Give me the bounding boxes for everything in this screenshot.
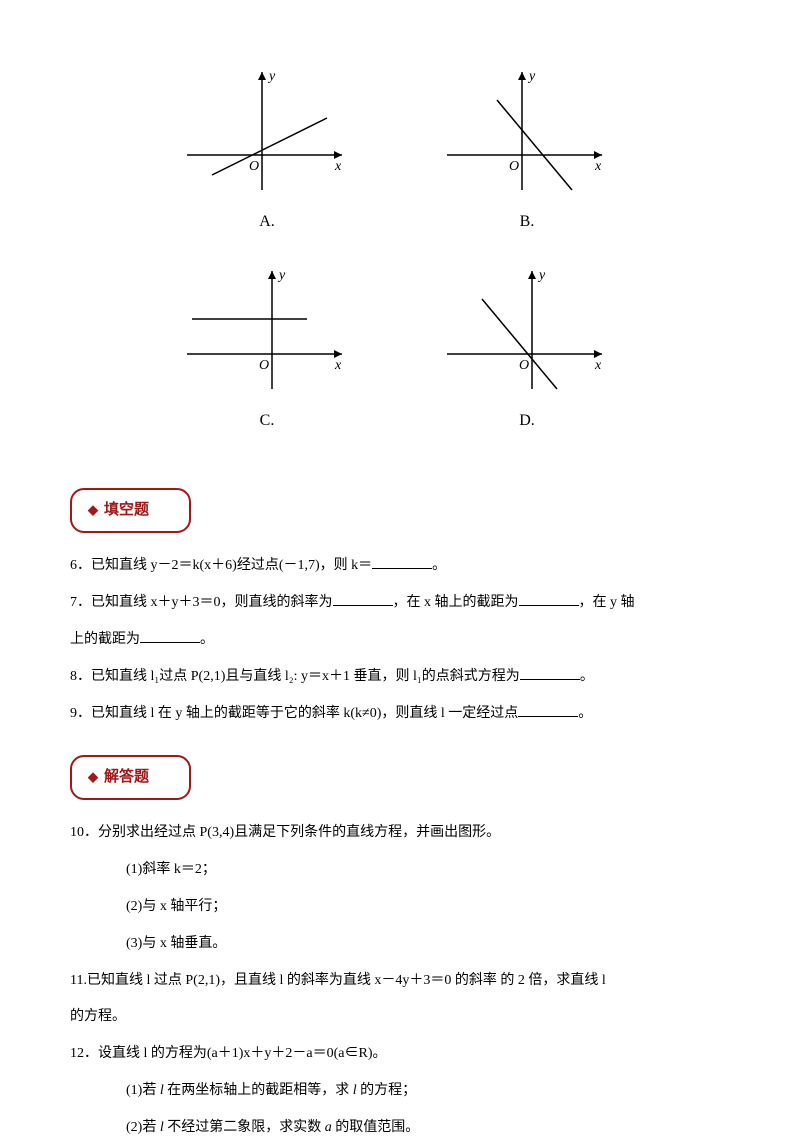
graph-b: y x O B.	[417, 60, 637, 239]
question-6: 6．已知直线 y－2＝k(x＋6)经过点(－1,7)，则 k＝ 。	[70, 551, 724, 582]
q12s1a: (1)若	[126, 1083, 160, 1098]
q12-sub1: (1)若 l 在两坐标轴上的截距相等，求 l 的方程；	[126, 1076, 724, 1107]
question-7: 7．已知直线 x＋y＋3＝0，则直线的斜率为 ，在 x 轴上的截距为 ，在 y 轴	[70, 588, 724, 619]
blank	[372, 555, 432, 569]
question-11: 11.已知直线 l 过点 P(2,1)，且直线 l 的斜率为直线 x－4y＋3＝…	[70, 966, 724, 997]
question-9: 9．已知直线 l 在 y 轴上的截距等于它的斜率 k(k≠0)，则直线 l 一定…	[70, 699, 724, 730]
x-label: x	[334, 159, 342, 174]
origin-label: O	[519, 358, 529, 373]
graphs-grid: y x O A. y x O B. y x O	[157, 60, 637, 438]
q12s2e: 的取值范围。	[332, 1120, 420, 1135]
q7-p2: ，在 x 轴上的截距为	[393, 595, 519, 610]
graph-a-label: A.	[259, 204, 275, 239]
question-11-cont: 的方程。	[70, 1002, 724, 1033]
q7-p3: ，在 y 轴	[579, 595, 635, 610]
graph-a-svg: y x O	[177, 60, 357, 200]
graph-c: y x O C.	[157, 259, 377, 438]
blank	[140, 629, 200, 643]
graph-b-label: B.	[520, 204, 535, 239]
question-12: 12．设直线 l 的方程为(a＋1)x＋y＋2－a＝0(a∈R)。	[70, 1039, 724, 1070]
q9-p1: 9．已知直线 l 在 y 轴上的截距等于它的斜率 k(k≠0)，则直线 l 一定…	[70, 706, 518, 721]
q9-suffix: 。	[578, 706, 592, 721]
origin-label: O	[509, 159, 519, 174]
section-solve-title: 解答题	[104, 769, 149, 785]
graph-c-svg: y x O	[177, 259, 357, 399]
blank	[520, 666, 580, 680]
section-fill-header: ◆ 填空题	[70, 488, 191, 533]
origin-label: O	[249, 159, 259, 174]
origin-label: O	[259, 358, 269, 373]
q8-p1: 8．已知直线 l₁过点 P(2,1)且与直线 l₂: y＝x＋1 垂直，则 l₁…	[70, 669, 520, 684]
y-label: y	[277, 268, 286, 283]
graph-a: y x O A.	[157, 60, 377, 239]
y-label: y	[527, 69, 536, 84]
q10-sub2: (2)与 x 轴平行；	[126, 892, 724, 923]
q12s2c: 不经过第二象限，求实数	[164, 1120, 325, 1135]
blank	[333, 592, 393, 606]
q7-p1: 7．已知直线 x＋y＋3＝0，则直线的斜率为	[70, 595, 333, 610]
graph-b-svg: y x O	[437, 60, 617, 200]
blank	[519, 592, 579, 606]
q6-suffix: 。	[432, 558, 446, 573]
q12s2a: (2)若	[126, 1120, 160, 1135]
q12-sub2: (2)若 l 不经过第二象限，求实数 a 的取值范围。	[126, 1113, 724, 1144]
graph-d: y x O D.	[417, 259, 637, 438]
graph-d-svg: y x O	[437, 259, 617, 399]
q10-sub3: (3)与 x 轴垂直。	[126, 929, 724, 960]
question-7-cont: 上的截距为 。	[70, 625, 724, 656]
q12s2d: a	[325, 1120, 332, 1135]
question-10: 10．分别求出经过点 P(3,4)且满足下列条件的直线方程，并画出图形。	[70, 818, 724, 849]
x-label: x	[334, 358, 342, 373]
diamond-icon: ◆	[88, 769, 98, 784]
q12s1e: 的方程；	[357, 1083, 417, 1098]
q12s1c: 在两坐标轴上的截距相等，求	[164, 1083, 353, 1098]
q10-sub1: (1)斜率 k＝2；	[126, 855, 724, 886]
section-solve-header: ◆ 解答题	[70, 755, 191, 800]
y-label: y	[537, 268, 546, 283]
q7-suffix: 。	[200, 632, 214, 647]
q6-text: 6．已知直线 y－2＝k(x＋6)经过点(－1,7)，则 k＝	[70, 558, 372, 573]
graph-c-label: C.	[260, 403, 275, 438]
y-label: y	[267, 69, 276, 84]
graph-d-label: D.	[519, 403, 535, 438]
x-label: x	[594, 159, 602, 174]
diamond-icon: ◆	[88, 502, 98, 517]
blank	[518, 703, 578, 717]
x-label: x	[594, 358, 602, 373]
section-fill-title: 填空题	[104, 502, 149, 518]
question-8: 8．已知直线 l₁过点 P(2,1)且与直线 l₂: y＝x＋1 垂直，则 l₁…	[70, 662, 724, 693]
q7-p4: 上的截距为	[70, 632, 140, 647]
q8-suffix: 。	[580, 669, 594, 684]
